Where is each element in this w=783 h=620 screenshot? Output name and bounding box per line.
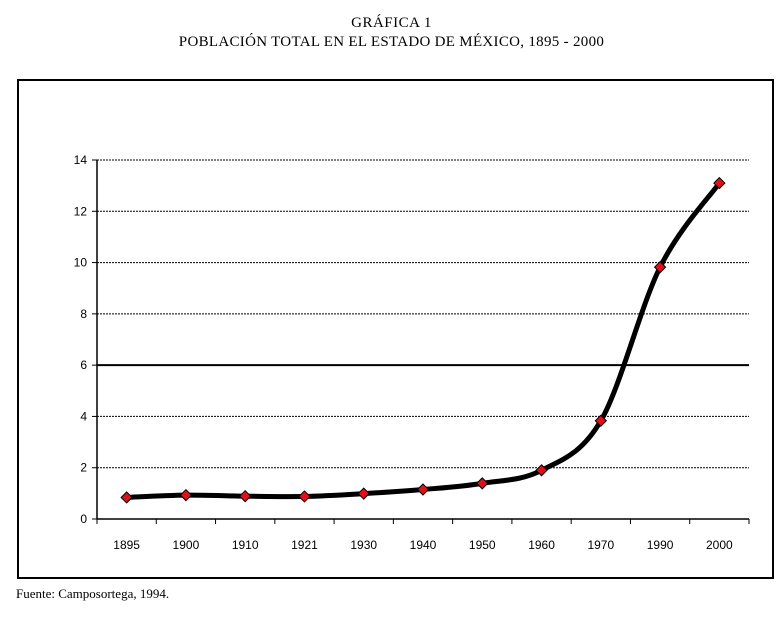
y-tick-label-6: 6 — [80, 358, 87, 372]
series-line-path — [124, 180, 722, 500]
data-point-1921 — [298, 490, 311, 503]
x-tick-label-1900: 1900 — [173, 538, 200, 552]
chart-title-number: GRÁFICA 1 — [351, 15, 432, 31]
x-tick-label-1895: 1895 — [113, 538, 140, 552]
gridlines — [97, 159, 749, 469]
x-tick-label-1910: 1910 — [232, 538, 259, 552]
source-note: Fuente: Camposortega, 1994. — [16, 586, 170, 601]
y-tick-label-4: 4 — [80, 409, 87, 423]
series-line — [124, 180, 722, 500]
y-tick-label-12: 12 — [74, 204, 88, 218]
x-tick-label-1950: 1950 — [469, 538, 496, 552]
x-tick-label-2000: 2000 — [706, 538, 733, 552]
x-tick-label-1960: 1960 — [528, 538, 555, 552]
axes — [92, 159, 750, 524]
data-point-1960 — [535, 464, 548, 477]
x-tick-label-1940: 1940 — [410, 538, 437, 552]
data-point-1895 — [120, 491, 133, 504]
tick-labels: 0 2 4 6 8 10 12 14 1895 1900 1910 1921 1930 1940 1950 1… — [74, 153, 733, 552]
y-tick-label-14: 14 — [74, 153, 88, 167]
data-point-1940 — [416, 483, 430, 496]
data-point-1970 — [594, 414, 608, 427]
line-chart: 0 2 4 6 8 10 12 14 1895 1900 1910 1921 1930 1940 1950 1… — [74, 153, 750, 552]
y-tick-label-8: 8 — [80, 307, 87, 321]
data-point-1900 — [179, 488, 193, 502]
chart-title: POBLACIÓN TOTAL EN EL ESTADO DE MÉXICO, … — [178, 34, 605, 50]
chart-frame: 0 2 4 6 8 10 12 14 1895 1900 1910 1921 1930 1940 1950 1… — [17, 79, 774, 579]
x-tick-label-1990: 1990 — [647, 538, 674, 552]
x-tick-label-1921: 1921 — [291, 538, 318, 552]
y-tick-label-2: 2 — [80, 461, 87, 475]
series-markers — [120, 176, 726, 504]
x-tick-label-1930: 1930 — [350, 538, 377, 552]
chart-title-block: GRÁFICA 1 POBLACIÓN TOTAL EN EL ESTADO D… — [0, 14, 783, 52]
y-tick-label-10: 10 — [74, 256, 88, 270]
x-tick-label-1970: 1970 — [587, 538, 614, 552]
data-point-1990 — [653, 260, 667, 274]
data-point-1950 — [476, 477, 489, 490]
y-tick-label-0: 0 — [80, 512, 87, 526]
data-point-1930 — [357, 487, 370, 500]
data-point-1910 — [238, 489, 252, 503]
data-point-2000 — [713, 176, 726, 190]
